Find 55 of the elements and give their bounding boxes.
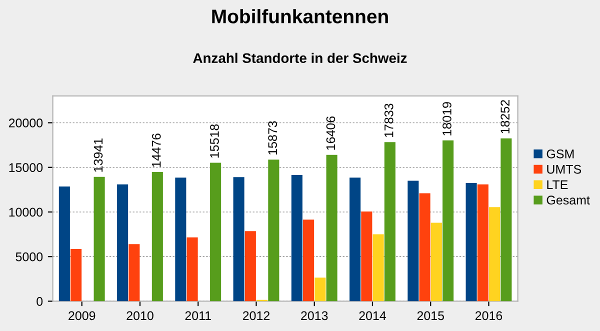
x-tick-label: 2014: [359, 311, 386, 320]
legend-label: GSM: [546, 149, 574, 158]
bar: [408, 180, 419, 302]
bar: [233, 177, 244, 302]
data-label: 18252: [500, 100, 510, 134]
x-tick-label: 2010: [126, 311, 154, 320]
bar: [303, 220, 314, 302]
bar: [430, 222, 442, 302]
bar: [186, 237, 198, 302]
legend-label: LTE: [547, 180, 568, 190]
bar: [244, 231, 256, 302]
data-label: 14476: [152, 134, 161, 167]
bar: [152, 172, 163, 302]
x-tick-label: 2012: [242, 311, 270, 320]
bar: [175, 178, 186, 302]
x-tick-label: 2013: [301, 311, 328, 320]
bar: [372, 234, 384, 302]
bar: [477, 184, 488, 302]
data-label: 17833: [384, 104, 394, 137]
x-tick-label: 2016: [475, 311, 502, 320]
bar: [268, 160, 280, 302]
data-label: 18019: [442, 102, 452, 136]
data-label: 16406: [326, 116, 336, 150]
bar: [314, 278, 326, 302]
bar: [128, 244, 140, 302]
y-tick-label: 5000: [16, 252, 43, 262]
chart-subtitle: Anzahl Standorte in der Schweiz: [193, 52, 407, 64]
data-label: 15518: [210, 124, 219, 158]
y-tick-label: 20000: [8, 118, 43, 128]
bar: [94, 176, 105, 302]
bar: [58, 186, 70, 302]
x-tick-label: 2011: [185, 311, 211, 320]
bar: [210, 162, 222, 302]
data-label: 15873: [268, 121, 278, 154]
y-tick-label: 15000: [9, 163, 43, 172]
bar: [384, 142, 396, 302]
bar: [489, 207, 500, 302]
x-tick-label: 2009: [68, 311, 96, 320]
y-tick-label: 0: [36, 297, 43, 306]
data-label: 13941: [94, 138, 103, 172]
bar: [70, 249, 82, 302]
bar: [326, 154, 338, 302]
y-tick-label: 10000: [9, 208, 43, 217]
bar: [350, 178, 361, 302]
bar: [500, 138, 512, 302]
chart-title: Mobilfunkantennen: [212, 9, 388, 24]
x-tick-label: 2015: [417, 311, 444, 320]
bar: [466, 182, 477, 302]
bar: [361, 212, 372, 302]
bar: [291, 174, 302, 302]
bar: [442, 140, 454, 302]
legend-label: UMTS: [547, 164, 582, 174]
bar: [419, 193, 430, 302]
bar: [117, 184, 128, 302]
legend-label: Gesamt: [546, 196, 590, 205]
